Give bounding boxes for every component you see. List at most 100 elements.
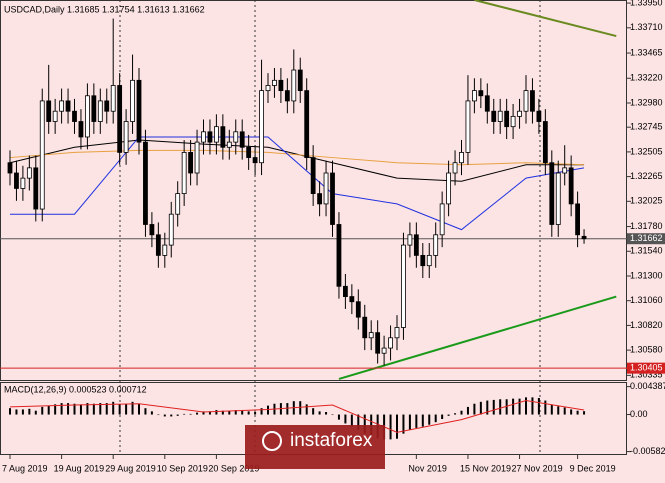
candle-body — [117, 85, 123, 153]
y-tick-label: 1.32265 — [630, 171, 663, 181]
price-panel-frame — [0, 0, 627, 381]
candle-body — [484, 95, 490, 112]
candle-body — [201, 131, 206, 143]
indicator-line — [10, 136, 585, 231]
macd-bar — [54, 404, 57, 415]
macd-bar — [234, 410, 237, 415]
macd-bar — [473, 403, 476, 415]
candle-body — [568, 167, 574, 205]
candle-body — [168, 213, 174, 246]
macd-bar — [537, 398, 540, 415]
candle-body — [91, 95, 97, 122]
macd-bar — [312, 408, 315, 415]
y-tick-label: 1.31780 — [630, 221, 663, 231]
candle-body — [97, 100, 103, 122]
candle-body — [368, 332, 374, 339]
macd-bar — [486, 400, 489, 415]
candle-body — [504, 110, 510, 128]
macd-bar — [441, 414, 444, 419]
macd-bar — [221, 410, 224, 415]
candle-body — [317, 193, 323, 205]
y-tick-label: 1.33220 — [630, 73, 663, 83]
y-tick-label: 1.30580 — [630, 345, 663, 355]
candle-body — [59, 100, 64, 112]
candle-body — [72, 110, 77, 122]
macd-bar — [34, 410, 37, 415]
candle-body — [555, 172, 561, 225]
macd-bar — [550, 405, 553, 415]
macd-bar — [331, 414, 334, 416]
macd-bar — [305, 404, 308, 415]
macd-bar — [267, 405, 269, 415]
macd-bar — [518, 398, 521, 415]
candle-body — [284, 90, 290, 102]
macd-bar — [41, 406, 44, 415]
macd-bar — [15, 409, 18, 415]
macd-bar — [415, 414, 418, 428]
macd-bar — [92, 403, 95, 415]
macd-bar — [408, 414, 411, 430]
candle-body — [517, 110, 522, 117]
macd-bar — [402, 414, 405, 434]
macd-y-tick-label: -0.005821 — [630, 446, 665, 456]
candle-body — [439, 203, 445, 236]
macd-bar — [525, 397, 527, 415]
watermark-banner: instaforex — [245, 425, 385, 469]
candle-body — [362, 316, 368, 339]
x-tick-label: 19 Aug 2019 — [54, 463, 105, 473]
indicator-line — [9, 149, 585, 166]
macd-bar — [176, 414, 179, 416]
candle-body — [155, 234, 161, 256]
macd-bar — [460, 410, 463, 415]
candle-body — [375, 332, 381, 354]
macd-bar — [512, 398, 515, 415]
macd-bar — [215, 410, 218, 415]
macd-bar — [325, 412, 328, 415]
y-tick-label: 1.30335 — [630, 370, 663, 380]
macd-bar — [47, 405, 50, 415]
candle-body — [323, 172, 329, 205]
macd-bar — [466, 406, 469, 415]
candle-body — [330, 172, 335, 225]
candle-body — [381, 347, 387, 354]
candle-body — [388, 337, 393, 349]
candle-body — [149, 224, 155, 236]
candle-body — [401, 244, 406, 328]
candle-body — [207, 131, 213, 143]
candle-body — [130, 79, 135, 122]
candle-body — [413, 234, 419, 256]
candle-body — [297, 69, 303, 92]
macd-bar — [86, 403, 89, 415]
y-tick-label: 1.32505 — [630, 146, 663, 156]
candle-body — [304, 90, 310, 158]
x-tick-label: Nov 2019 — [408, 463, 447, 473]
y-tick-label: 1.32745 — [630, 122, 663, 132]
candle-body — [291, 69, 297, 102]
candle-body — [220, 126, 226, 148]
macd-bar — [105, 403, 108, 415]
price-level-box — [627, 233, 665, 245]
macd-bar — [157, 414, 160, 416]
macd-bar — [79, 404, 82, 415]
candle-body — [188, 152, 194, 174]
macd-bar — [9, 408, 11, 415]
candle-body — [530, 90, 535, 112]
candle-body — [562, 167, 568, 174]
candle-body — [194, 141, 200, 174]
macd-bar — [144, 408, 147, 415]
candle-body — [581, 235, 587, 240]
candle-body — [85, 95, 90, 138]
price-level-label: 1.30405 — [630, 363, 663, 373]
macd-bar — [60, 403, 63, 415]
candle-body — [349, 296, 355, 303]
candle-body — [14, 172, 19, 189]
y-tick-label: 1.31060 — [630, 295, 663, 305]
macd-bar — [260, 408, 263, 415]
candle-body — [471, 90, 477, 102]
macd-signal-line — [9, 400, 585, 433]
x-tick-label: 7 Aug 2019 — [2, 463, 48, 473]
macd-bar — [583, 411, 586, 415]
candle-body — [394, 327, 400, 339]
y-tick-label: 1.33950 — [630, 0, 663, 7]
